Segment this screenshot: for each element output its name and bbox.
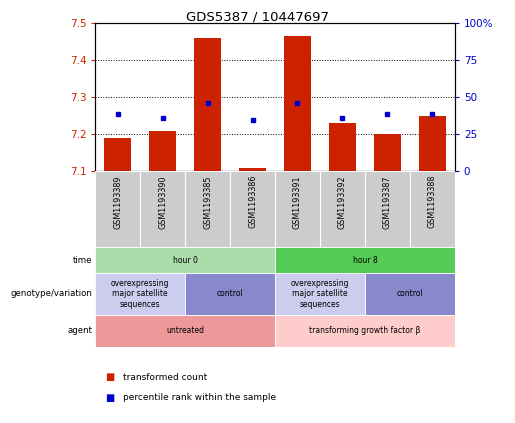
Text: time: time (73, 255, 93, 265)
Text: GSM1193387: GSM1193387 (383, 175, 392, 228)
Text: control: control (397, 289, 423, 299)
Bar (419, 116, 446, 171)
Bar (95, 273, 185, 315)
Text: GSM1193390: GSM1193390 (158, 175, 167, 228)
Text: control: control (217, 289, 244, 299)
Text: GDS5387 / 10447697: GDS5387 / 10447697 (186, 11, 329, 24)
Bar (284, 36, 311, 171)
Text: GSM1193391: GSM1193391 (293, 175, 302, 228)
Bar (230, 171, 275, 247)
Text: GSM1193392: GSM1193392 (338, 175, 347, 229)
Text: overexpressing
major satellite
sequences: overexpressing major satellite sequences (290, 279, 349, 309)
Text: agent: agent (67, 327, 93, 335)
Bar (320, 171, 365, 247)
Text: GSM1193386: GSM1193386 (248, 175, 257, 228)
Bar (95, 171, 140, 247)
Text: percentile rank within the sample: percentile rank within the sample (123, 393, 276, 402)
Bar (185, 273, 275, 315)
Bar (275, 247, 455, 273)
Text: transformed count: transformed count (123, 373, 207, 382)
Bar (185, 171, 230, 247)
Bar (365, 171, 410, 247)
Bar (410, 171, 455, 247)
Bar (140, 171, 185, 247)
Bar (365, 273, 455, 315)
Text: untreated: untreated (166, 327, 204, 335)
Bar (329, 123, 356, 171)
Text: GSM1193388: GSM1193388 (428, 175, 437, 228)
Bar (104, 138, 131, 171)
Text: GSM1193385: GSM1193385 (203, 175, 212, 228)
Bar (275, 171, 320, 247)
Text: hour 8: hour 8 (352, 255, 377, 265)
Text: ■: ■ (106, 372, 115, 382)
Bar (275, 273, 365, 315)
Text: genotype/variation: genotype/variation (11, 289, 93, 299)
Text: ■: ■ (106, 393, 115, 403)
Bar (95, 315, 275, 347)
Bar (149, 131, 176, 171)
Text: transforming growth factor β: transforming growth factor β (309, 327, 421, 335)
Text: GSM1193389: GSM1193389 (113, 175, 122, 228)
Bar (374, 134, 401, 171)
Bar (95, 247, 275, 273)
Bar (194, 38, 221, 171)
Bar (239, 168, 266, 171)
Bar (275, 315, 455, 347)
Text: overexpressing
major satellite
sequences: overexpressing major satellite sequences (111, 279, 169, 309)
Text: hour 0: hour 0 (173, 255, 198, 265)
